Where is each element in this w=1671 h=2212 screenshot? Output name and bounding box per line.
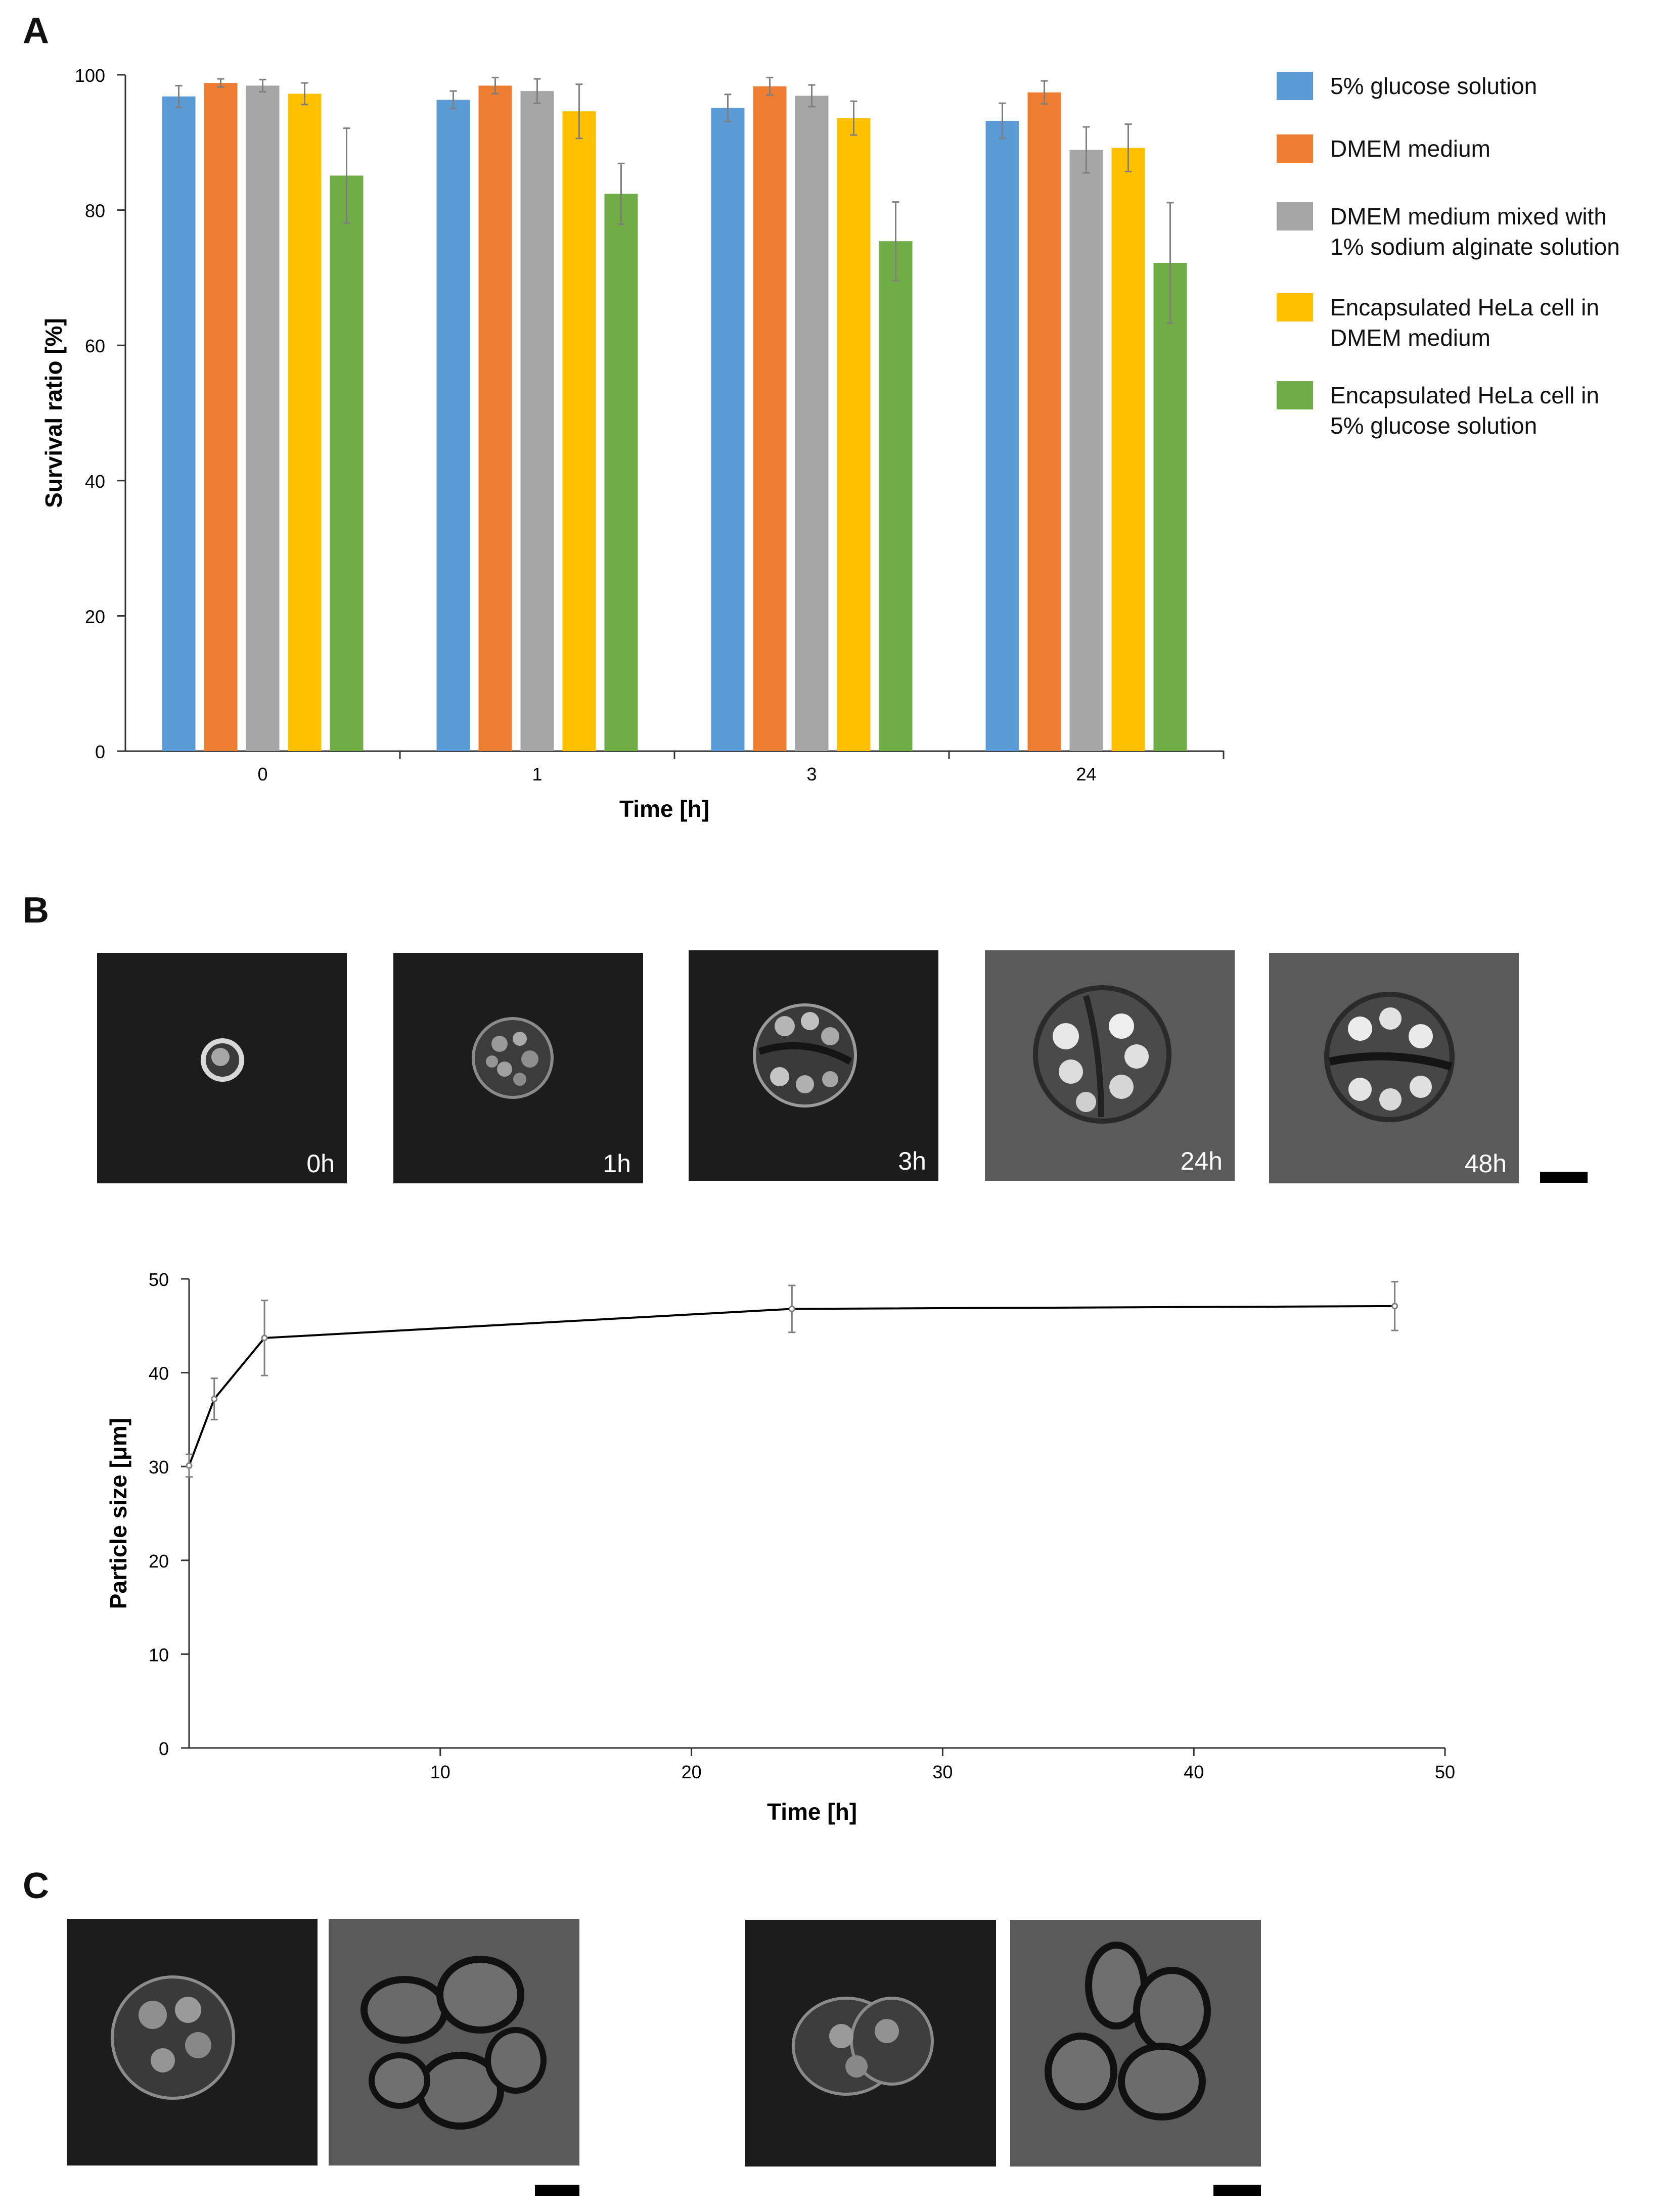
data-point (261, 1334, 268, 1342)
bar (204, 83, 238, 751)
y-tick-label: 20 (149, 1551, 169, 1572)
bar (162, 96, 196, 751)
y-tick-label: 40 (85, 471, 105, 492)
scale-bar-c2 (1213, 2185, 1261, 2196)
bar (288, 94, 322, 752)
bar (478, 85, 512, 752)
legend-swatch-encapsulated-dmem (1277, 293, 1313, 321)
bar (1111, 148, 1145, 751)
cell-image (1033, 985, 1171, 1124)
legend-item-glucose: 5% glucose solution (1277, 71, 1537, 101)
cell-image (472, 1017, 554, 1099)
scale-bar-b (1540, 1172, 1588, 1183)
x-tick-label: 3 (806, 764, 817, 785)
legend-swatch-encapsulated-glucose (1277, 381, 1313, 409)
x-tick-label: 40 (1184, 1762, 1204, 1782)
data-point (186, 1462, 193, 1469)
legend-item-dmem: DMEM medium (1277, 133, 1491, 164)
cell-image (753, 1003, 857, 1108)
micrograph-1h: 1h (393, 953, 643, 1183)
bar (753, 86, 787, 752)
micrograph-c1-bright (329, 1919, 579, 2165)
data-point (788, 1305, 795, 1312)
x-tick-label: 1 (532, 764, 542, 785)
cell-image (201, 1038, 244, 1082)
y-tick-label: 40 (149, 1363, 169, 1384)
panel-label-a: A (23, 11, 49, 51)
legend-label: DMEM medium (1330, 135, 1491, 162)
y-tick-label: 20 (85, 606, 105, 627)
y-tick-label: 0 (95, 742, 105, 762)
panel-label-c: C (23, 1866, 49, 1906)
x-tick-label: 0 (257, 764, 267, 785)
legend-swatch-glucose (1277, 72, 1313, 100)
cell-image (792, 1997, 934, 2096)
cell-image (1045, 1942, 1211, 2121)
bar (985, 120, 1019, 751)
cell-image (360, 1956, 547, 2130)
legend-label: Encapsulated HeLa cell in DMEM medium (1330, 294, 1599, 351)
legend-label: DMEM medium mixed with 1% sodium alginat… (1330, 203, 1620, 260)
bar (562, 111, 596, 752)
bar (436, 100, 470, 752)
time-label: 24h (1180, 1147, 1223, 1175)
micrograph-24h: 24h (985, 950, 1235, 1181)
y-tick-label: 100 (75, 65, 105, 86)
x-tick-label: 10 (430, 1762, 450, 1782)
y-tick-label: 30 (149, 1457, 169, 1478)
micrograph-c2-bright (1010, 1920, 1261, 2167)
legend-label: Encapsulated HeLa cell in 5% glucose sol… (1330, 382, 1599, 439)
y-tick-label: 10 (149, 1644, 169, 1665)
micrograph-c2-dark (745, 1920, 996, 2167)
y-tick-label: 60 (85, 336, 105, 356)
x-axis-title: Time [h] (767, 1799, 857, 1825)
x-tick-label: 50 (1435, 1762, 1455, 1782)
micrograph-48h: 48h (1269, 953, 1519, 1183)
micrograph-3h: 3h (689, 950, 938, 1181)
y-tick-label: 0 (159, 1738, 169, 1759)
time-label: 3h (898, 1147, 926, 1175)
legend-item-dmem-alginate: DMEM medium mixed with 1% sodium alginat… (1277, 201, 1620, 262)
legend-item-encapsulated-dmem: Encapsulated HeLa cell in DMEM medium (1277, 292, 1599, 353)
micrograph-0h: 0h (97, 953, 347, 1183)
x-axis-title: Time [h] (619, 796, 709, 822)
particle-size-line-chart: 0 10 20 30 40 50 10 20 30 40 50 Time [h] Particle si… (105, 1269, 1455, 1825)
data-point (211, 1396, 218, 1403)
x-tick-label: 24 (1076, 764, 1096, 785)
y-axis-title: Survival ratio [%] (40, 318, 67, 508)
legend-swatch-dmem-alginate (1277, 202, 1313, 231)
data-point (1391, 1303, 1398, 1310)
y-tick-label: 50 (149, 1269, 169, 1290)
bar (711, 108, 745, 751)
bar (837, 118, 871, 752)
survival-bar-chart: 0 20 40 60 80 100 0 1 3 24 Time [h] Survival ratio … (40, 65, 1225, 822)
legend-label: 5% glucose solution (1330, 73, 1538, 99)
legend-item-encapsulated-glucose: Encapsulated HeLa cell in 5% glucose sol… (1277, 380, 1599, 441)
bar (879, 241, 913, 751)
x-tick-label: 30 (932, 1762, 953, 1782)
y-axis-title: Particle size [μm] (105, 1418, 131, 1609)
bar (795, 96, 829, 751)
time-label: 1h (603, 1149, 631, 1178)
bar (246, 85, 280, 752)
x-tick-label: 20 (682, 1762, 702, 1782)
bar (1027, 92, 1061, 752)
bar (1069, 150, 1103, 751)
time-label: 48h (1464, 1149, 1507, 1178)
bar (604, 194, 638, 751)
y-tick-label: 80 (85, 201, 105, 221)
bar (520, 91, 554, 751)
cell-image (111, 1975, 235, 2100)
bar (330, 175, 364, 751)
panel-label-b: B (23, 890, 49, 931)
micrograph-c1-dark (67, 1919, 318, 2165)
cell-image (1324, 992, 1455, 1122)
time-label: 0h (306, 1149, 335, 1178)
legend-swatch-dmem (1277, 134, 1313, 163)
scale-bar-c1 (535, 2185, 579, 2196)
bar (1153, 262, 1187, 751)
